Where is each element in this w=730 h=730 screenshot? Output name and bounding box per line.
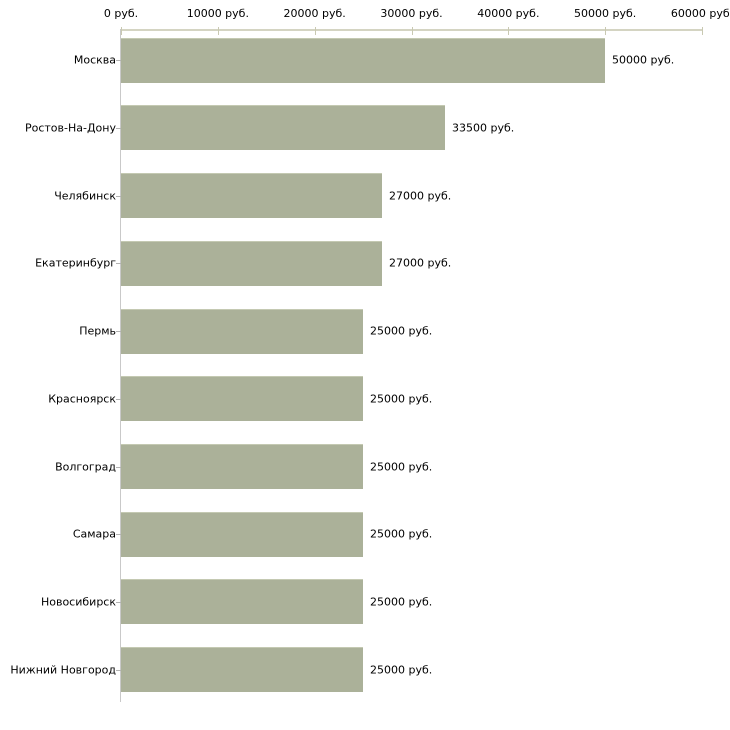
bar-value-label: 25000 руб. [370, 663, 433, 677]
x-axis-tick-label: 50000 руб. [574, 7, 637, 20]
city-label: Волгоград [55, 460, 116, 474]
bar-value-label: 25000 руб. [370, 460, 433, 474]
bar [121, 512, 363, 557]
y-axis-tick-mark [116, 331, 121, 332]
x-axis-tick-label: 30000 руб. [380, 7, 443, 20]
y-axis-tick-mark [116, 534, 121, 535]
bar-value-label: 33500 руб. [452, 121, 515, 135]
bar-value-label: 25000 руб. [370, 392, 433, 406]
y-axis-tick-mark [116, 467, 121, 468]
bar [121, 376, 363, 421]
x-axis-tick-mark [508, 27, 510, 35]
bar [121, 173, 382, 218]
city-label: Ростов-На-Дону [24, 121, 116, 135]
bar-value-label: 25000 руб. [370, 324, 433, 338]
city-label: Самара [72, 527, 116, 541]
x-axis-tick-mark [121, 27, 122, 35]
city-label: Пермь [79, 324, 116, 338]
y-axis-tick-mark [116, 263, 121, 264]
y-axis-tick-mark [116, 602, 121, 603]
bar-value-label: 25000 руб. [370, 527, 433, 541]
bar [121, 444, 363, 489]
y-axis-tick-mark [116, 670, 121, 671]
y-axis-line [120, 29, 121, 702]
bar [121, 579, 363, 624]
bar [121, 647, 363, 692]
bar-value-label: 25000 руб. [370, 595, 433, 609]
city-label: Челябинск [54, 189, 116, 203]
bar [121, 241, 382, 286]
x-axis-tick-label: 10000 руб. [186, 7, 249, 20]
bar-value-label: 50000 руб. [612, 53, 675, 67]
x-axis-tick-mark [605, 27, 607, 35]
y-axis-tick-mark [116, 196, 121, 197]
x-axis-tick-mark [702, 27, 703, 35]
bar [121, 105, 445, 150]
x-axis-tick-label: 0 руб. [103, 7, 139, 20]
x-axis-tick-label: 20000 руб. [283, 7, 346, 20]
city-label: Екатеринбург [35, 256, 116, 270]
x-axis-tick-mark [314, 27, 316, 35]
x-axis-tick-label: 60000 руб. [670, 7, 730, 20]
city-label: Москва [73, 53, 116, 67]
x-axis-tick-mark [411, 27, 413, 35]
y-axis-tick-mark [116, 60, 121, 61]
x-axis-tick-mark [217, 27, 219, 35]
city-label: Красноярск [48, 392, 116, 406]
bar-value-label: 27000 руб. [389, 256, 452, 270]
bar [121, 38, 605, 83]
city-label: Нижний Новгород [10, 663, 116, 677]
y-axis-tick-mark [116, 399, 121, 400]
bar [121, 309, 363, 354]
bar-value-label: 27000 руб. [389, 189, 452, 203]
x-axis-tick-label: 40000 руб. [477, 7, 540, 20]
city-label: Новосибирск [40, 595, 116, 609]
y-axis-tick-mark [116, 128, 121, 129]
